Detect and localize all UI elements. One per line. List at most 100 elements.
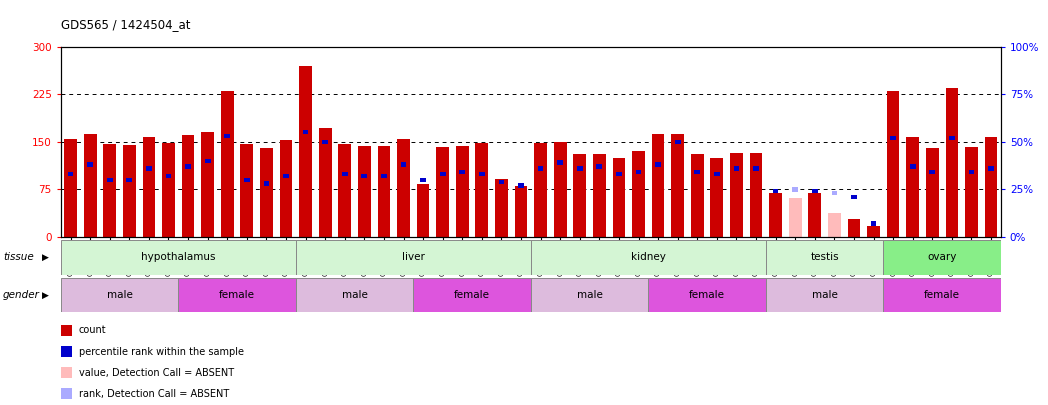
Bar [910, 164, 916, 169]
Bar [459, 170, 465, 175]
Bar [593, 154, 606, 237]
Bar [907, 136, 919, 237]
Bar [339, 144, 351, 237]
Bar [127, 178, 132, 182]
Text: liver: liver [401, 252, 424, 262]
Bar [714, 172, 720, 176]
Text: kidney: kidney [631, 252, 665, 262]
Bar [263, 181, 269, 186]
Text: hypothalamus: hypothalamus [141, 252, 216, 262]
Bar [515, 186, 527, 237]
Bar [107, 178, 112, 182]
Text: ▶: ▶ [42, 290, 49, 300]
Bar [204, 159, 211, 163]
Bar [296, 278, 413, 312]
Bar [440, 172, 445, 176]
Text: ovary: ovary [927, 252, 957, 262]
Bar [530, 240, 766, 275]
Bar [518, 183, 524, 188]
Bar [381, 174, 387, 178]
Bar [632, 151, 645, 237]
Bar [649, 278, 766, 312]
Text: female: female [924, 290, 960, 300]
Bar [68, 172, 73, 176]
Text: testis: testis [810, 252, 838, 262]
Bar [695, 170, 700, 175]
Bar [749, 153, 762, 237]
Bar [224, 134, 231, 138]
Bar [792, 187, 799, 192]
Bar [476, 143, 488, 237]
Bar [675, 140, 680, 144]
Bar [87, 162, 93, 167]
Bar [342, 172, 348, 176]
Bar [358, 146, 371, 237]
Bar [828, 213, 840, 237]
Bar [61, 240, 296, 275]
Bar [244, 178, 249, 182]
Bar [84, 134, 96, 237]
Text: male: male [576, 290, 603, 300]
Bar [377, 145, 390, 237]
Bar [691, 154, 703, 237]
Bar [538, 166, 544, 171]
Bar [530, 278, 649, 312]
Bar [655, 162, 661, 167]
Bar [926, 148, 939, 237]
Bar [652, 134, 664, 237]
Bar [596, 164, 603, 169]
Bar [553, 143, 567, 237]
Bar [303, 130, 308, 134]
Text: female: female [690, 290, 725, 300]
Bar [146, 166, 152, 171]
Bar [789, 198, 802, 237]
Bar [104, 144, 116, 237]
Bar [323, 140, 328, 144]
Bar [397, 139, 410, 237]
Bar [887, 91, 899, 237]
Text: value, Detection Call = ABSENT: value, Detection Call = ABSENT [79, 368, 234, 377]
Bar [808, 192, 822, 237]
Bar [968, 170, 975, 175]
Text: ▶: ▶ [42, 253, 49, 262]
Bar [495, 179, 508, 237]
Bar [930, 170, 935, 175]
Bar [413, 278, 530, 312]
Bar [64, 139, 77, 237]
Bar [420, 178, 425, 182]
Bar [201, 132, 214, 237]
Text: male: male [107, 290, 132, 300]
Bar [296, 240, 530, 275]
Text: male: male [811, 290, 837, 300]
Bar [362, 174, 367, 178]
Text: gender: gender [3, 290, 40, 300]
Bar [123, 145, 135, 237]
Text: female: female [454, 290, 490, 300]
Text: count: count [79, 326, 106, 335]
Bar [949, 136, 955, 140]
Bar [280, 141, 292, 237]
Bar [558, 160, 563, 165]
Bar [988, 166, 994, 171]
Text: percentile rank within the sample: percentile rank within the sample [79, 347, 243, 356]
Bar [871, 222, 876, 226]
Bar [636, 170, 641, 175]
Bar [831, 191, 837, 195]
Bar [734, 166, 739, 171]
Text: rank, Detection Call = ABSENT: rank, Detection Call = ABSENT [79, 389, 228, 399]
Bar [181, 135, 195, 237]
Bar [576, 166, 583, 171]
Bar [534, 143, 547, 237]
Bar [283, 174, 289, 178]
Bar [499, 179, 504, 184]
Bar [240, 144, 254, 237]
Bar [851, 195, 857, 199]
Bar [456, 146, 468, 237]
Bar [769, 192, 782, 237]
Bar [185, 164, 191, 169]
Bar [883, 278, 1001, 312]
Bar [319, 128, 331, 237]
Bar [812, 189, 817, 194]
Bar [221, 91, 234, 237]
Bar [754, 166, 759, 171]
